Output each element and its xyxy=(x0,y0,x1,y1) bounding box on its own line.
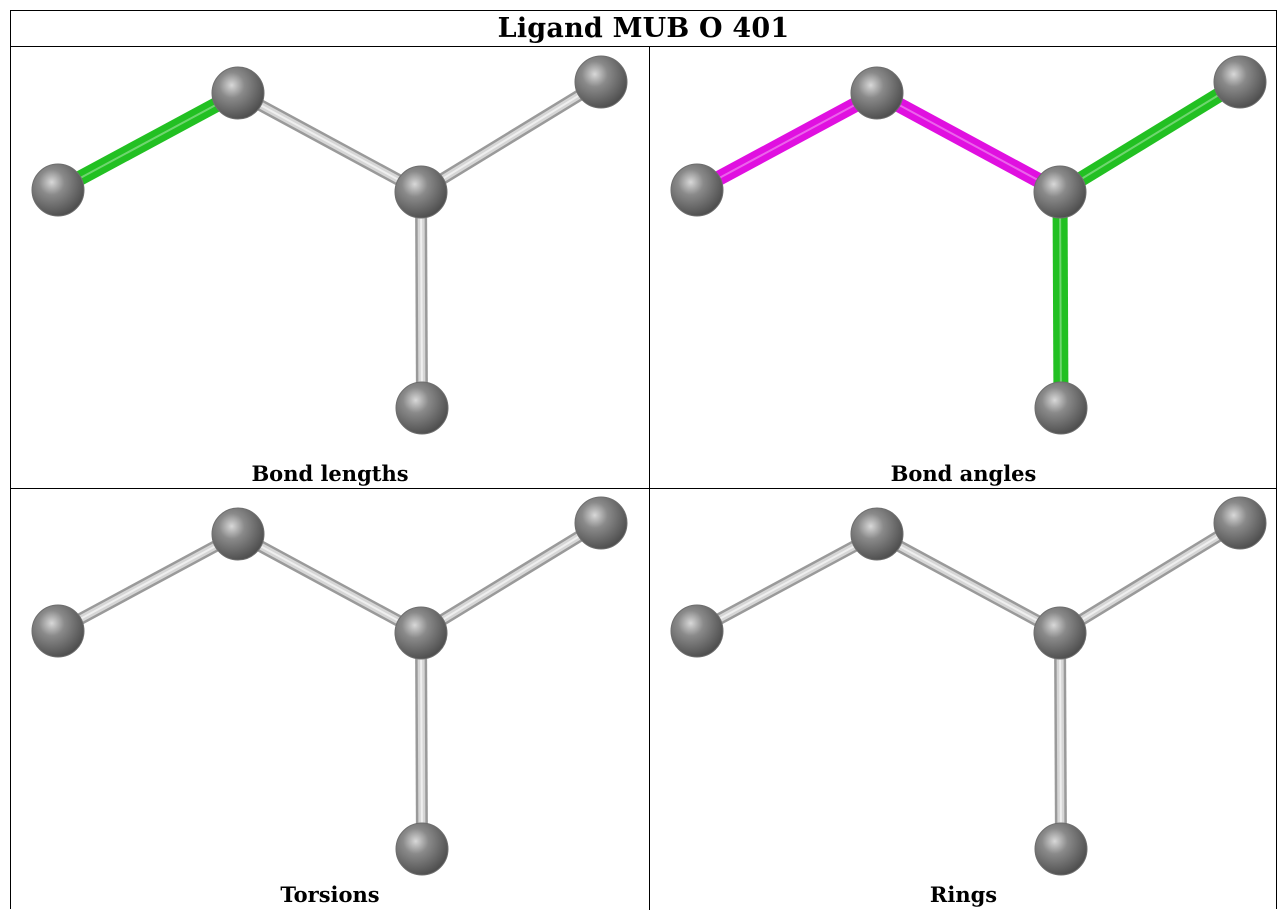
atom-2 xyxy=(1033,165,1087,219)
atom-3 xyxy=(1213,55,1267,109)
atom-0 xyxy=(31,163,85,217)
atom-2 xyxy=(1033,606,1087,660)
panel-torsions: Torsions xyxy=(11,489,649,910)
atom-1 xyxy=(211,66,265,120)
bond-2-3 xyxy=(1056,75,1244,199)
atom-0 xyxy=(31,604,85,658)
molecule-view-bond-angles xyxy=(670,55,1267,435)
column-divider xyxy=(649,47,650,910)
bond-2-3 xyxy=(1056,517,1244,639)
bond-0-1 xyxy=(54,86,242,197)
bond-2-4 xyxy=(1052,191,1069,409)
atom-3 xyxy=(1213,496,1267,550)
atom-4 xyxy=(395,822,449,876)
figure-title: Ligand MUB O 401 xyxy=(497,13,790,44)
bond-2-3 xyxy=(417,76,605,198)
bond-1-2 xyxy=(235,87,424,198)
atom-3 xyxy=(574,496,628,550)
bond-0-1 xyxy=(55,528,241,637)
atom-3 xyxy=(574,55,628,109)
molecule-view-rings xyxy=(670,496,1267,876)
bond-2-3 xyxy=(417,517,605,639)
atom-1 xyxy=(211,507,265,561)
atom-4 xyxy=(1034,822,1088,876)
atom-1 xyxy=(850,507,904,561)
molecule-view-bond-lengths xyxy=(31,55,628,435)
atom-4 xyxy=(1034,381,1088,435)
caption-bond-angles: Bond angles xyxy=(890,461,1037,486)
atom-4 xyxy=(395,381,449,435)
bond-1-2 xyxy=(235,528,424,639)
bond-2-4 xyxy=(415,632,428,850)
panel-rings: Rings xyxy=(650,489,1277,910)
molecule-view-torsions xyxy=(31,496,628,876)
bond-1-2 xyxy=(873,86,1064,199)
bond-0-1 xyxy=(693,86,881,197)
title-row: Ligand MUB O 401 xyxy=(11,11,1276,47)
row-divider xyxy=(11,488,1276,489)
atom-0 xyxy=(670,604,724,658)
caption-torsions: Torsions xyxy=(280,882,380,907)
figure-frame: Ligand MUB O 401 Bond lengths Bond angle… xyxy=(10,10,1277,910)
atom-2 xyxy=(394,606,448,660)
bond-1-2 xyxy=(874,528,1063,639)
panel-bond-angles: Bond angles xyxy=(650,48,1277,488)
atom-2 xyxy=(394,165,448,219)
bond-0-1 xyxy=(694,528,880,637)
atom-1 xyxy=(850,66,904,120)
caption-rings: Rings xyxy=(929,882,998,907)
atom-0 xyxy=(670,163,724,217)
caption-bond-lengths: Bond lengths xyxy=(251,461,409,486)
bond-2-4 xyxy=(415,191,428,409)
panel-bond-lengths: Bond lengths xyxy=(11,48,649,488)
bond-2-4 xyxy=(1054,632,1067,850)
